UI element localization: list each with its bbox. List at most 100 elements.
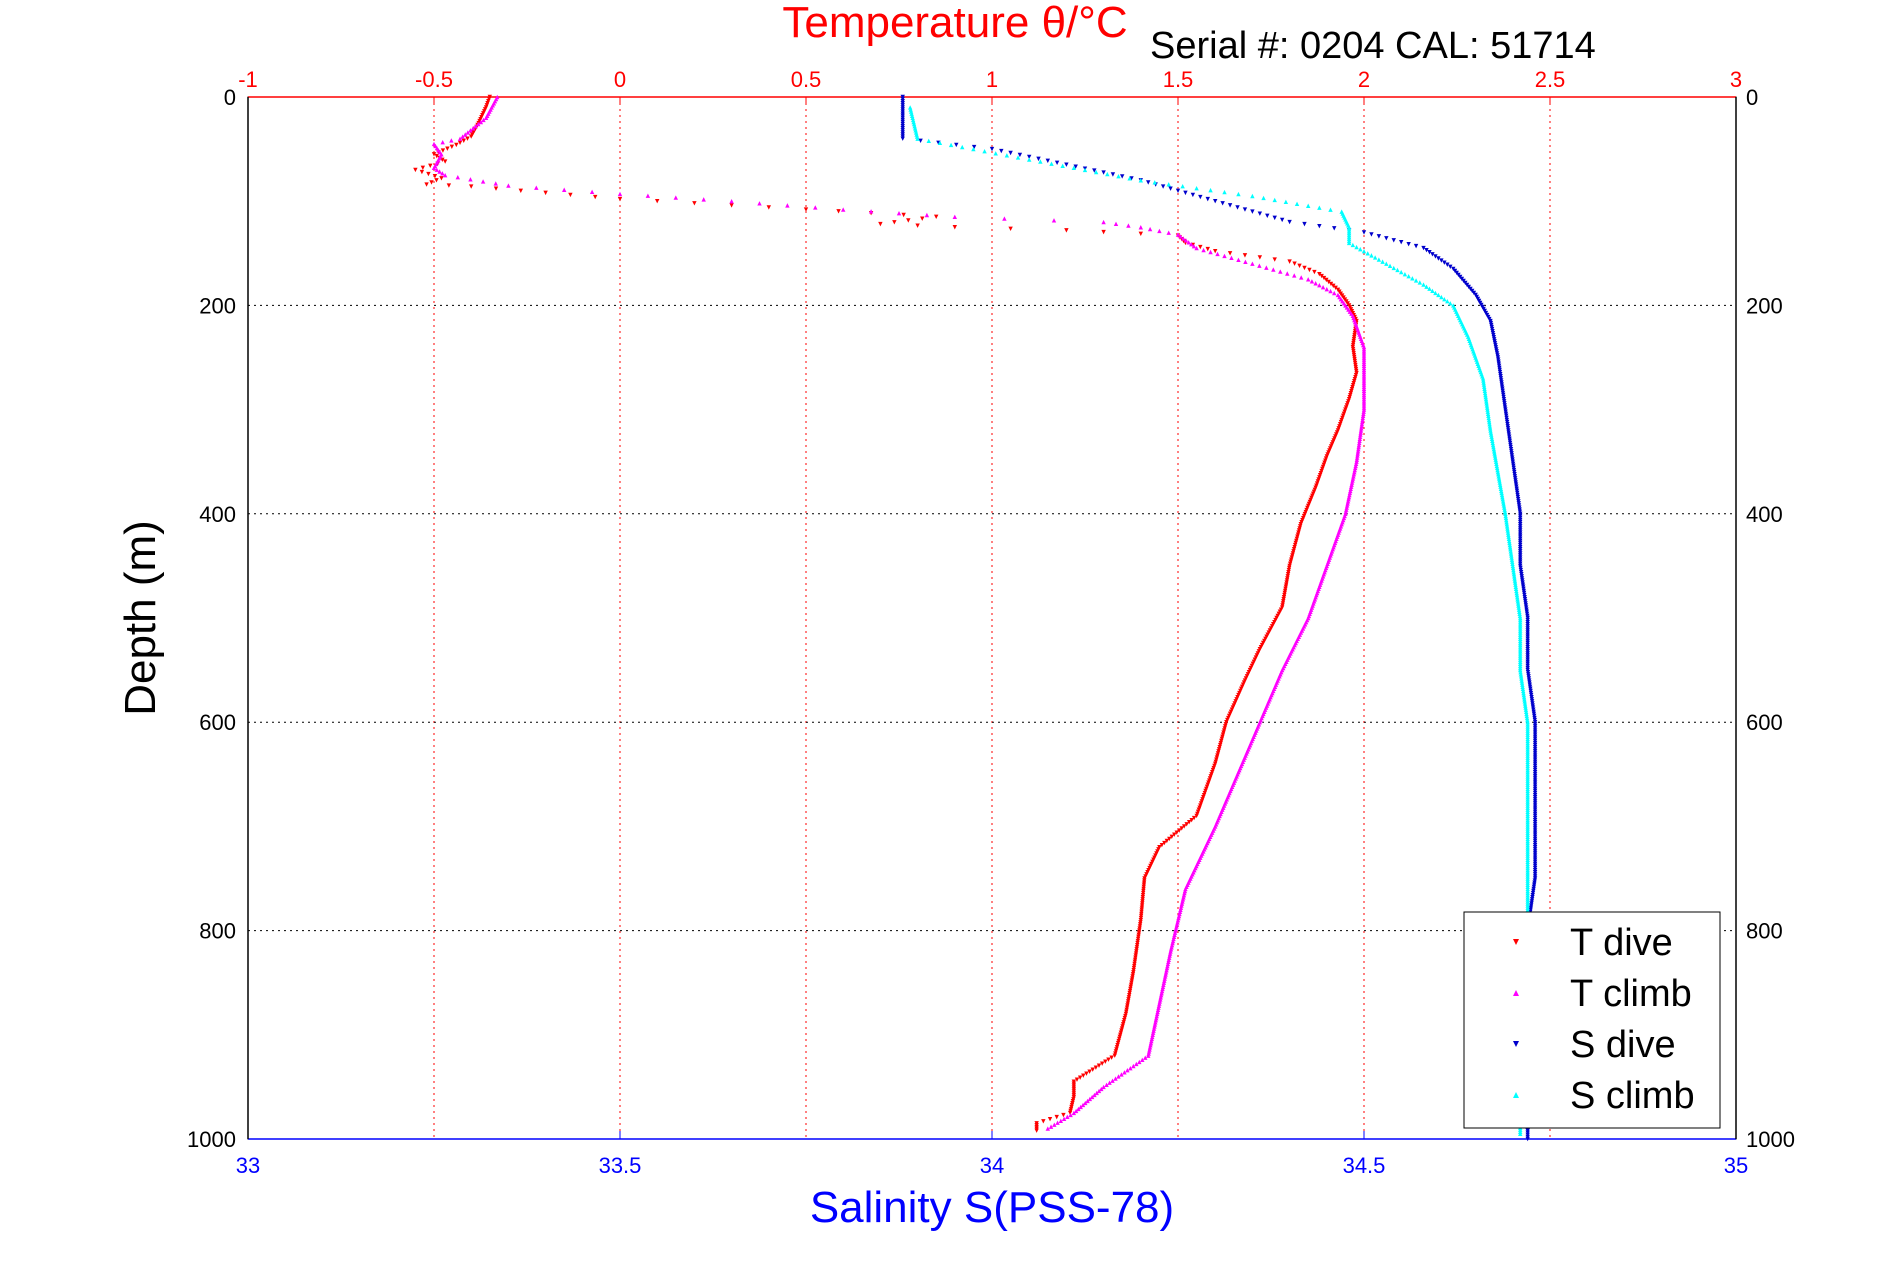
data-point (1421, 282, 1426, 287)
data-point (1128, 1065, 1133, 1071)
data-point (1180, 184, 1185, 189)
data-point (1361, 407, 1367, 412)
data-point (1084, 1071, 1089, 1076)
data-point (1515, 597, 1520, 602)
data-point (1215, 251, 1220, 257)
data-point (1319, 273, 1324, 279)
data-point (1503, 513, 1508, 519)
data-point (1346, 497, 1351, 502)
data-point (1104, 1082, 1109, 1088)
data-point (1352, 469, 1357, 475)
tick-label-left: 400 (199, 502, 236, 527)
data-point (1083, 1100, 1088, 1106)
data-point (1158, 993, 1164, 998)
tick-label-right: 1000 (1746, 1127, 1795, 1152)
data-point (1167, 836, 1172, 842)
legend-marker (1513, 1041, 1519, 1047)
data-point (1482, 388, 1488, 394)
data-point (1153, 1020, 1158, 1025)
data-point (1110, 172, 1116, 177)
data-point (934, 214, 939, 220)
tick-label-top: -1 (238, 67, 258, 92)
data-point (1156, 1003, 1162, 1008)
data-point (1384, 236, 1389, 241)
data-point (543, 190, 548, 196)
data-point (1380, 259, 1385, 264)
tick-label-right: 800 (1746, 919, 1783, 944)
data-point (1442, 296, 1447, 302)
data-point (468, 177, 473, 182)
data-point (1357, 436, 1363, 441)
data-point (1497, 482, 1503, 487)
data-point (1161, 982, 1166, 987)
data-point (841, 207, 846, 212)
data-point (518, 188, 523, 193)
data-point (1507, 538, 1512, 544)
data-point (1101, 170, 1106, 175)
data-point (1445, 262, 1450, 267)
data-point (1287, 219, 1292, 225)
data-point (1522, 701, 1528, 706)
data-point (1496, 476, 1502, 481)
data-point (1500, 497, 1505, 502)
data-point (1064, 162, 1069, 167)
data-point (1166, 182, 1171, 187)
data-point (1402, 271, 1408, 277)
data-point (1503, 511, 1508, 516)
data-point (1350, 478, 1355, 483)
data-point (1349, 480, 1355, 485)
data-point (1501, 501, 1506, 506)
data-point (1505, 530, 1511, 535)
data-point (562, 187, 567, 192)
data-point (1484, 399, 1489, 404)
data-point (449, 138, 454, 143)
tick-label-bottom: 34 (980, 1153, 1004, 1178)
data-point (1071, 1110, 1077, 1116)
data-point (1481, 380, 1486, 385)
data-point (1486, 413, 1491, 419)
data-point (1496, 472, 1501, 477)
data-point (729, 199, 734, 204)
data-point (1317, 283, 1322, 288)
data-point (465, 136, 470, 141)
data-point (1250, 209, 1255, 214)
data-point (1080, 1102, 1086, 1108)
data-point (971, 144, 977, 150)
data-point (645, 193, 651, 198)
data-point (1505, 528, 1510, 533)
data-point (1439, 258, 1444, 263)
data-point (1147, 1047, 1152, 1052)
data-point (1146, 180, 1151, 185)
data-point (440, 171, 445, 176)
data-point (1292, 273, 1297, 278)
data-point (1107, 1080, 1112, 1085)
data-point (1116, 1074, 1121, 1079)
data-point (1448, 301, 1453, 306)
legend-label: S dive (1570, 1024, 1676, 1066)
data-point (617, 191, 623, 197)
data-point (1160, 184, 1166, 189)
data-point (1489, 434, 1494, 439)
data-point (1511, 567, 1516, 573)
data-point (1360, 419, 1365, 425)
data-point (1349, 484, 1354, 489)
data-point (1500, 494, 1505, 500)
data-point (1376, 257, 1382, 262)
data-point (926, 138, 931, 143)
series-t-dive (413, 94, 1359, 1133)
data-point (868, 209, 874, 214)
data-point (1236, 191, 1241, 197)
data-point (1162, 840, 1167, 846)
data-point (1167, 953, 1172, 958)
legend-label: T climb (1570, 973, 1692, 1015)
data-point (1163, 972, 1168, 977)
data-point (1354, 457, 1360, 462)
data-point (1092, 1092, 1097, 1098)
data-point (1160, 986, 1165, 992)
data-point (1406, 274, 1411, 279)
data-point (1512, 580, 1518, 585)
data-point (1067, 1110, 1073, 1116)
data-point (1504, 522, 1510, 527)
data-point (1309, 279, 1315, 284)
data-point (1186, 820, 1192, 825)
